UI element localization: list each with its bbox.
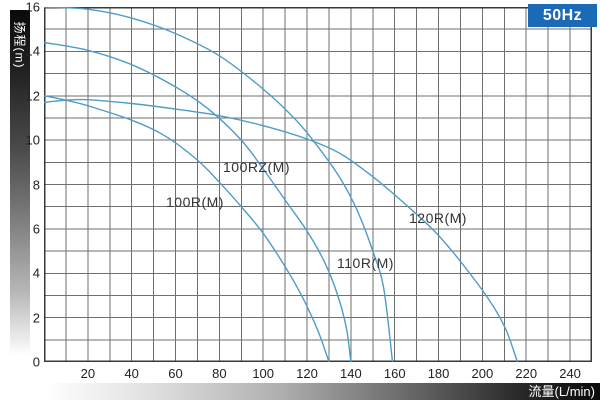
- x-tick-label: 220: [515, 366, 538, 381]
- y-tick-label: 8: [32, 177, 40, 192]
- curve-label-110R: 110R(M): [337, 255, 394, 271]
- x-tick-label: 60: [168, 366, 183, 381]
- x-tick-label: 160: [383, 366, 406, 381]
- x-tick-label: 240: [559, 366, 581, 381]
- y-tick-label: 0: [32, 354, 40, 370]
- plot-area: 100R(M) 100RZ(M) 110R(M) 120R(M): [44, 7, 592, 362]
- pump-curve-100RZ(M): [44, 41, 352, 362]
- y-axis-gradient-bar: [10, 10, 30, 355]
- curve-label-100R: 100R(M): [166, 194, 224, 210]
- y-tick-label: 6: [32, 221, 40, 237]
- x-tick-label: 40: [124, 366, 139, 381]
- y-tick-label: 12: [25, 88, 40, 104]
- x-tick-label: 180: [427, 366, 450, 381]
- y-tick-label: 16: [25, 0, 40, 15]
- x-axis-title: 流量(L/min): [528, 384, 595, 399]
- x-tick-label: 120: [296, 366, 318, 381]
- y-tick-label: 2: [32, 310, 40, 326]
- x-tick-label: 140: [340, 366, 362, 381]
- curve-label-100RZ: 100RZ(M): [223, 159, 291, 175]
- plot-border: [44, 7, 592, 362]
- y-tick-label: 4: [32, 265, 40, 281]
- x-axis-gradient-bar: 流量(L/min): [45, 383, 600, 400]
- x-tick-label: 20: [80, 366, 96, 381]
- frequency-badge: 50Hz: [528, 4, 597, 27]
- chart-canvas: [44, 7, 592, 362]
- x-tick-label: 100: [252, 366, 275, 381]
- pump-curve-110R(M): [44, 7, 394, 362]
- x-tick-label: 80: [212, 366, 227, 381]
- pump-curve-100R(M): [44, 95, 330, 362]
- y-tick-label: 14: [25, 43, 40, 59]
- curve-label-120R: 120R(M): [409, 210, 467, 226]
- y-tick-label: 10: [25, 132, 40, 148]
- pump-curve-120R(M): [44, 98, 519, 362]
- x-tick-label: 200: [471, 366, 494, 381]
